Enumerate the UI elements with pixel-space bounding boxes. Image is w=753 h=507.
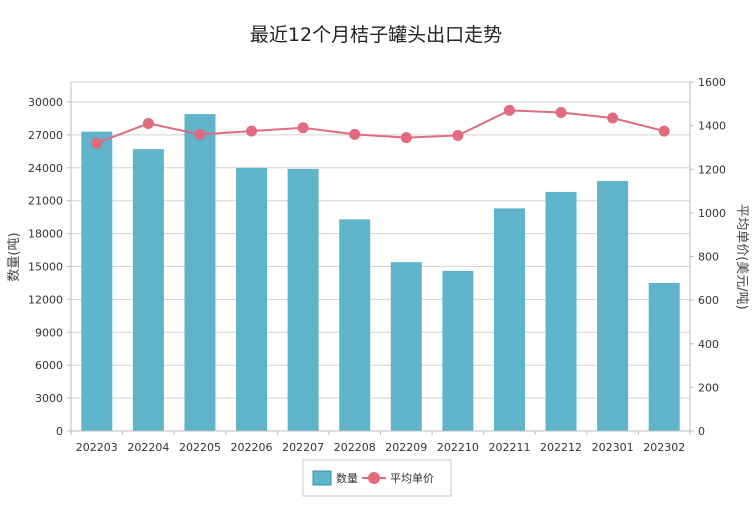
legend-label-price: 平均单价: [390, 472, 434, 485]
bar-series: [81, 114, 680, 432]
y-tick-label: 30000: [28, 96, 63, 109]
price-point: [246, 125, 258, 137]
price-point: [297, 122, 309, 134]
price-point: [607, 112, 619, 124]
bar: [81, 131, 113, 432]
price-point: [91, 137, 103, 149]
x-tick-label: 202301: [592, 441, 634, 454]
y2-tick-label: 1600: [698, 76, 726, 89]
price-line: [96, 109, 665, 145]
price-point: [194, 128, 206, 140]
x-tick-label: 202212: [540, 441, 582, 454]
y2-tick-label: 0: [698, 425, 705, 438]
y-tick-label: 21000: [28, 195, 63, 208]
y-tick-label: 6000: [35, 359, 63, 372]
price-point: [452, 129, 464, 141]
price-point: [658, 125, 670, 137]
y2-tick-label: 800: [698, 251, 719, 264]
grid-lines: [71, 81, 690, 399]
bar: [493, 208, 525, 431]
x-tick-label: 202210: [437, 441, 479, 454]
y-tick-label: 12000: [28, 293, 63, 306]
price-point: [503, 104, 515, 116]
bar: [648, 282, 680, 431]
chart-title: 最近12个月桔子罐头出口走势: [250, 24, 502, 46]
y-tick-label: 27000: [28, 129, 63, 142]
y2-tick-label: 400: [698, 338, 719, 351]
legend-label-quantity: 数量: [336, 472, 358, 485]
x-tick-label: 202204: [127, 441, 169, 454]
y-tick-label: 9000: [35, 326, 63, 339]
y-tick-label: 24000: [28, 162, 63, 175]
left-axis-ticks: 0 3000 6000 9000 12000 15000 18000 21000 24000 27…: [28, 96, 71, 438]
bar: [597, 180, 629, 431]
legend: 数量 平均单价: [302, 459, 452, 497]
y2-tick-label: 600: [698, 294, 719, 307]
bar: [287, 168, 319, 431]
x-tick-label: 202211: [488, 441, 530, 454]
y-tick-label: 3000: [35, 392, 63, 405]
x-tick-label: 202207: [282, 441, 324, 454]
price-point: [142, 117, 154, 129]
x-tick-label: 202209: [385, 441, 427, 454]
y2-tick-label: 1400: [698, 120, 726, 133]
x-tick-label: 202205: [179, 441, 221, 454]
price-point: [400, 132, 412, 144]
bar: [132, 149, 164, 431]
bar: [390, 262, 422, 431]
bar: [545, 191, 577, 431]
legend-marker: [368, 472, 380, 484]
price-point: [555, 107, 567, 119]
bar: [236, 167, 268, 432]
y-axis-label: 数量(吨): [7, 232, 22, 281]
x-axis-ticks: 202203 202204 202205 202206 202207 202208 2022…: [70, 431, 691, 454]
y2-tick-label: 200: [698, 381, 719, 394]
x-tick-label: 202206: [231, 441, 273, 454]
x-tick-label: 202208: [334, 441, 376, 454]
y2-axis-label: 平均单价(美元/吨): [734, 204, 749, 310]
x-tick-label: 202302: [643, 441, 685, 454]
price-point: [349, 128, 361, 140]
bar: [442, 270, 474, 431]
y-tick-label: 0: [56, 425, 63, 438]
y2-tick-label: 1200: [698, 163, 726, 176]
bar: [339, 219, 371, 431]
y-tick-label: 15000: [28, 261, 63, 274]
legend-bar-swatch: [312, 470, 332, 486]
x-tick-label: 202203: [76, 441, 118, 454]
bar: [184, 114, 216, 432]
y-tick-label: 18000: [28, 228, 63, 241]
line-series: [91, 104, 670, 149]
right-axis-ticks: 0 200 400 600 800 1000 1200 1400 1600: [690, 76, 726, 438]
y2-tick-label: 1000: [698, 207, 726, 220]
